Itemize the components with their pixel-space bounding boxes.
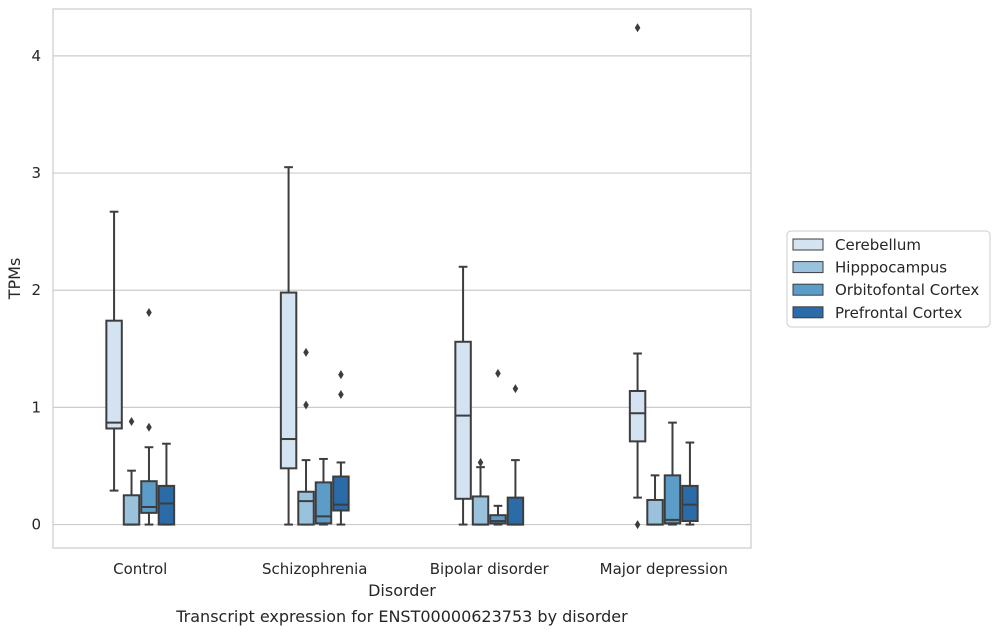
outlier-point bbox=[146, 307, 152, 317]
outlier-point bbox=[634, 520, 641, 530]
box bbox=[314, 481, 333, 525]
box bbox=[454, 340, 472, 500]
box-group bbox=[646, 474, 664, 526]
outlier-point bbox=[128, 416, 135, 426]
y-tick-label: 4 bbox=[31, 47, 41, 65]
legend-swatch bbox=[792, 238, 824, 251]
box bbox=[471, 495, 490, 526]
outlier-point bbox=[303, 400, 309, 410]
box-group bbox=[681, 441, 699, 526]
box-group bbox=[454, 265, 472, 526]
legend-item-label: Prefrontal Cortex bbox=[835, 304, 962, 322]
outlier-point bbox=[477, 457, 484, 467]
box bbox=[628, 389, 647, 443]
box-group bbox=[628, 23, 647, 530]
x-tick-labels: Control Schizophrenia Bipolar disorder Majo… bbox=[113, 560, 728, 578]
box-group bbox=[314, 457, 333, 526]
box bbox=[297, 490, 315, 526]
outlier-point bbox=[512, 384, 519, 394]
box-group bbox=[332, 370, 350, 526]
box bbox=[681, 484, 699, 523]
box bbox=[122, 494, 141, 526]
boxplot-marks bbox=[105, 23, 699, 530]
x-axis-label: Disorder bbox=[368, 581, 436, 600]
box bbox=[489, 514, 507, 525]
outlier-point bbox=[338, 370, 344, 380]
box bbox=[140, 480, 158, 514]
y-tick-labels: 0 1 2 3 4 bbox=[31, 47, 41, 534]
box-group bbox=[157, 442, 176, 526]
box bbox=[105, 319, 123, 430]
box-group bbox=[506, 384, 525, 526]
legend-swatch bbox=[792, 306, 824, 319]
legend-swatch bbox=[792, 261, 824, 274]
box bbox=[279, 291, 298, 470]
box-group bbox=[140, 307, 158, 526]
legend-frame bbox=[786, 230, 991, 328]
outlier-point bbox=[146, 422, 152, 432]
box-group bbox=[279, 166, 298, 526]
x-tick-label: Major depression bbox=[600, 560, 728, 578]
box-group bbox=[471, 457, 490, 526]
y-tick-label: 3 bbox=[31, 164, 41, 182]
box bbox=[506, 496, 525, 526]
y-tick-label: 2 bbox=[31, 281, 41, 299]
box bbox=[663, 474, 682, 525]
outlier-point bbox=[495, 368, 501, 378]
box bbox=[646, 498, 664, 526]
grid-lines bbox=[53, 55, 751, 526]
box-group bbox=[297, 347, 315, 526]
legend-item-label: Hipppocampus bbox=[835, 259, 947, 277]
legend-item-label: Cerebellum bbox=[835, 236, 921, 254]
x-tick-label: Bipolar disorder bbox=[430, 560, 550, 578]
y-tick-label: 1 bbox=[31, 398, 41, 416]
plot-frame bbox=[52, 8, 752, 549]
x-tick-label: Schizophrenia bbox=[262, 560, 367, 578]
box-group bbox=[663, 421, 682, 526]
box-group bbox=[105, 210, 123, 492]
box-group bbox=[489, 368, 507, 526]
box-group bbox=[122, 416, 141, 526]
legend: Cerebellum Hipppocampus Orbitofontal Corte… bbox=[786, 230, 991, 328]
box bbox=[157, 484, 176, 526]
chart-title: Transcript expression for ENST0000062375… bbox=[175, 607, 628, 626]
y-axis-label: TPMs bbox=[5, 258, 24, 301]
legend-swatch bbox=[792, 283, 824, 296]
box bbox=[332, 475, 350, 512]
y-tick-label: 0 bbox=[31, 516, 41, 534]
outlier-point bbox=[303, 347, 309, 357]
outlier-point bbox=[634, 23, 641, 33]
outlier-point bbox=[338, 390, 344, 400]
x-tick-label: Control bbox=[113, 560, 167, 578]
legend-item-label: Orbitofontal Cortex bbox=[835, 281, 979, 299]
